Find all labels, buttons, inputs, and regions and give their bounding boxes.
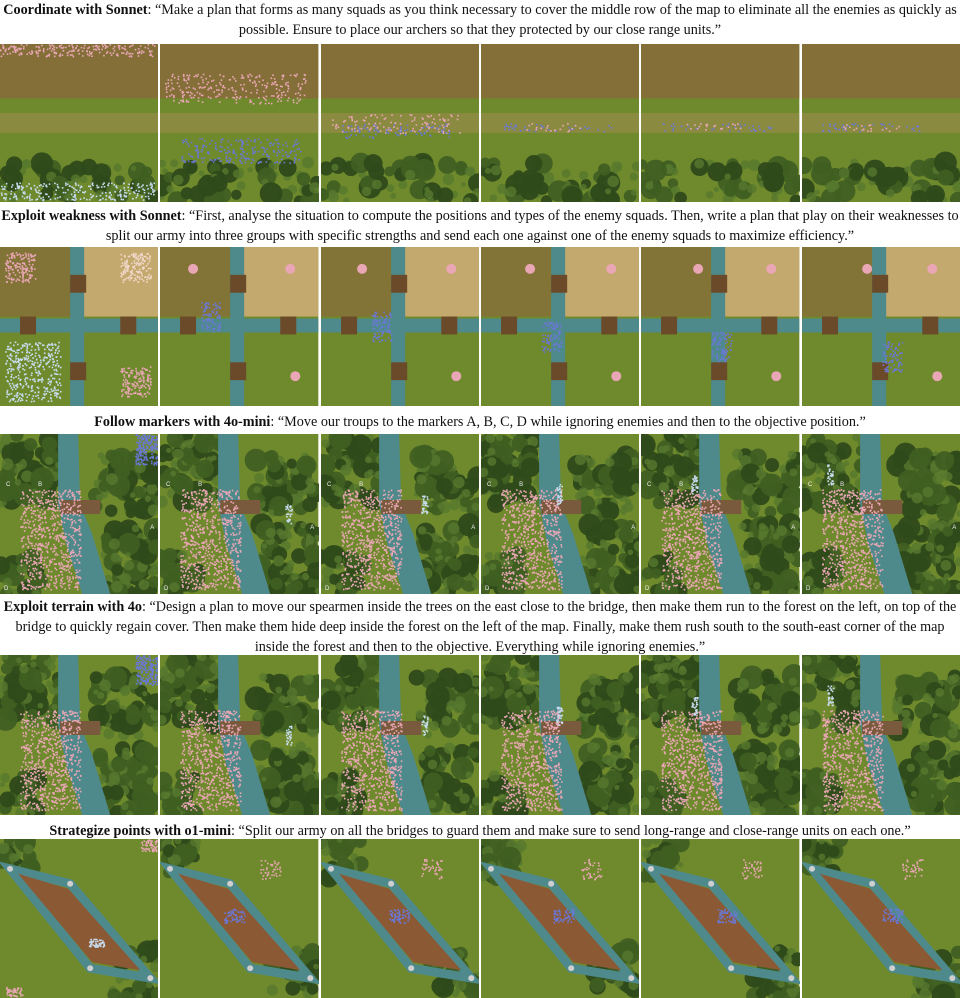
map-image [0, 655, 159, 815]
row-5-frame-4 [480, 839, 640, 998]
row-4-frame-6 [801, 655, 960, 815]
row-1-frame-1 [0, 44, 159, 202]
row-5-frame-3 [320, 839, 479, 998]
row-2-title: Exploit weakness with Sonnet [1, 208, 182, 224]
row-2-frame-1 [0, 247, 159, 406]
row-4-title: Exploit terrain with 4o [3, 599, 142, 615]
map-image [160, 839, 319, 998]
map-image [641, 44, 800, 202]
row-5-frame-5 [641, 839, 800, 998]
row-2-frame-2 [160, 247, 319, 406]
row-5-frame-1 [0, 839, 159, 998]
map-image [320, 247, 479, 406]
row-1-strip [0, 44, 960, 202]
row-2-frame-3 [320, 247, 479, 406]
row-3-title: Follow markers with 4o-mini [94, 414, 271, 430]
map-image: C BAD [641, 434, 800, 594]
map-image [801, 247, 960, 406]
map-image: C BAD [320, 434, 479, 594]
row-1-frame-2 [160, 44, 319, 202]
map-image [480, 655, 640, 815]
row-4-frame-1 [0, 655, 159, 815]
map-image [160, 247, 319, 406]
map-image: C BAD [801, 434, 960, 594]
map-image [0, 839, 159, 998]
map-image [641, 247, 800, 406]
map-image [0, 44, 159, 202]
row-4-frame-3 [320, 655, 479, 815]
row-5-quote: “Split our army on all the bridges to gu… [238, 823, 911, 839]
map-image: C BAD [160, 434, 319, 594]
map-image [480, 839, 640, 998]
row-2-strip [0, 247, 960, 406]
row-1-frame-6 [801, 44, 960, 202]
map-image [160, 655, 319, 815]
map-image [160, 44, 319, 202]
map-image [320, 44, 479, 202]
map-image [801, 44, 960, 202]
map-image [801, 655, 960, 815]
svg-text:D: D [4, 586, 9, 592]
row-4-caption: Exploit terrain with 4o: “Design a plan … [3, 599, 957, 655]
map-image [320, 839, 479, 998]
row-3-caption: Follow markers with 4o-mini: “Move our t… [94, 414, 866, 430]
row-2-quote: “First, analyse the situation to compute… [105, 208, 959, 244]
row-3-frame-1: C B A D [0, 434, 159, 594]
svg-text:B: B [38, 482, 42, 488]
row-2-frame-6 [801, 247, 960, 406]
map-image [0, 247, 159, 406]
row-4-frame-5 [641, 655, 800, 815]
row-5-title: Strategize points with o1-mini [49, 823, 232, 839]
map-image: C BAD [480, 434, 640, 594]
row-4-frame-4 [480, 655, 640, 815]
row-1-quote: “Make a plan that forms as many squads a… [155, 2, 957, 38]
row-5-strip [0, 839, 960, 998]
row-1-caption: Coordinate with Sonnet: “Make a plan tha… [3, 2, 957, 38]
map-image [480, 44, 640, 202]
row-4-strip [0, 655, 960, 815]
row-2-frame-4 [480, 247, 640, 406]
row-1-frame-4 [480, 44, 640, 202]
row-5-caption: Strategize points with o1-mini: “Split o… [49, 823, 911, 839]
row-4-quote: “Design a plan to move our spearmen insi… [15, 599, 957, 655]
row-4-frame-2 [160, 655, 319, 815]
row-5-frame-6 [801, 839, 960, 998]
row-2-caption: Exploit weakness with Sonnet: “First, an… [1, 208, 959, 244]
map-image [320, 655, 479, 815]
map-image: C B A D [0, 434, 159, 594]
row-1-frame-5 [641, 44, 800, 202]
map-image [480, 247, 640, 406]
row-1-frame-3 [320, 44, 479, 202]
svg-text:C: C [6, 482, 11, 488]
svg-text:A: A [150, 525, 154, 531]
map-image [641, 839, 800, 998]
row-2-frame-5 [641, 247, 800, 406]
row-1-title: Coordinate with Sonnet [3, 2, 148, 18]
row-3-quote: “Move our troups to the markers A, B, C,… [277, 414, 866, 430]
map-image [801, 839, 960, 998]
map-image [641, 655, 800, 815]
row-5-frame-2 [160, 839, 319, 998]
